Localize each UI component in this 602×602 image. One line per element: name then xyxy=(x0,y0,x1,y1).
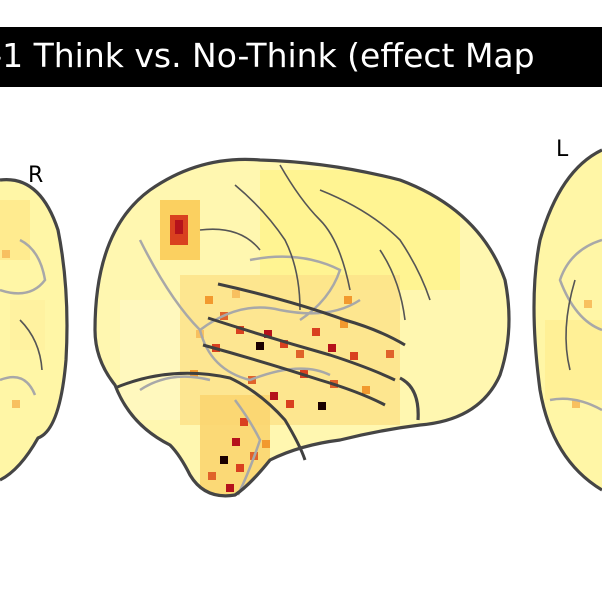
right-view-heatmap xyxy=(534,150,602,490)
figure-title: s-1 Think vs. No-Think (effect Map xyxy=(0,36,535,75)
major-fissure-lines xyxy=(114,282,406,461)
sagittal-outline xyxy=(93,157,511,498)
orientation-label-right: R xyxy=(28,163,44,188)
brain-outlines xyxy=(0,148,602,498)
title-bar: s-1 Think vs. No-Think (effect Map xyxy=(0,27,602,87)
coronal-outline xyxy=(0,178,69,482)
orientation-label-left: L xyxy=(556,137,569,162)
axial-outline xyxy=(532,148,602,492)
sagittal-cerebellum-notch xyxy=(399,376,420,421)
sulcal-lines xyxy=(19,164,576,371)
